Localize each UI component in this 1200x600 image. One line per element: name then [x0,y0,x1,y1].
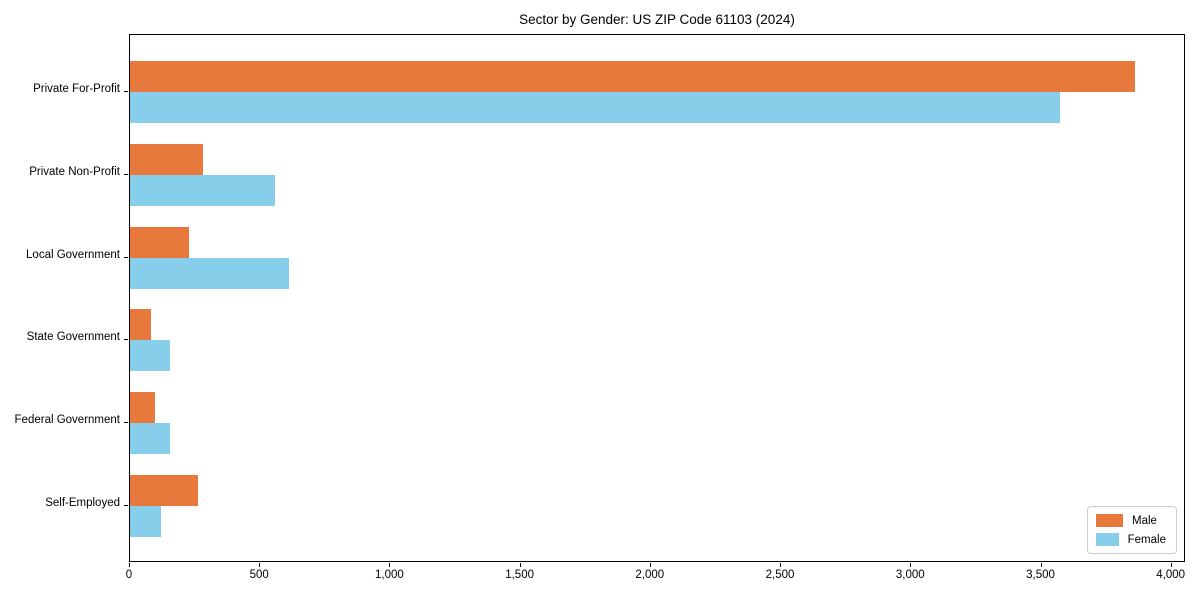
legend-label: Male [1132,514,1157,527]
y-tick-label: Local Government [26,249,120,261]
x-tick-label: 2,000 [635,569,665,581]
y-tick-mark [124,339,128,340]
legend: Male Female [1087,506,1177,554]
y-tick-mark [124,174,128,175]
x-tick-label: 4,000 [1156,569,1186,581]
chart-title: Sector by Gender: US ZIP Code 61103 (202… [519,12,795,27]
x-tick-label: 3,000 [895,569,925,581]
bar-female-state-government [130,340,171,371]
bar-male-state-government [130,309,151,340]
y-tick-label: Self-Employed [45,497,120,509]
legend-item-male: Male [1096,514,1166,527]
x-tick-mark [519,563,521,567]
bar-female-federal-government [130,423,171,454]
legend-label: Female [1127,533,1166,546]
y-tick-label: Private Non-Profit [29,166,120,178]
x-tick-mark [780,563,781,567]
x-tick-mark [910,563,912,567]
x-tick-label: 1,500 [505,569,534,581]
bar-female-local-government [130,258,289,289]
legend-swatch-male [1096,514,1123,527]
bar-male-federal-government [130,392,155,423]
y-tick-label: Federal Government [14,414,120,426]
y-tick-mark [124,422,128,423]
x-tick-mark [389,563,391,567]
x-tick-mark [649,563,651,567]
y-tick-label: State Government [26,331,120,343]
bar-male-local-government [130,227,189,258]
y-tick-mark [124,257,128,258]
legend-item-female: Female [1096,533,1166,546]
y-tick-label: Private For-Profit [33,83,120,95]
bar-female-private-for-profit [130,92,1060,123]
bar-male-self-employed [130,475,198,506]
x-tick-mark [129,563,130,567]
x-tick-mark [1040,563,1042,567]
bar-female-private-non-profit [130,175,275,206]
y-tick-mark [124,91,128,92]
x-tick-label: 2,500 [765,569,795,581]
y-tick-mark [124,505,128,506]
x-tick-label: 500 [249,569,269,581]
x-tick-mark [259,563,261,567]
plot-area [129,34,1185,562]
x-tick-mark [1170,563,1172,567]
x-tick-label: 3,500 [1026,569,1055,581]
x-tick-label: 1,000 [375,569,404,581]
bar-male-private-for-profit [130,61,1136,92]
legend-swatch-female [1096,533,1119,546]
bar-female-self-employed [130,506,162,537]
x-tick-label: 0 [125,569,133,581]
bar-male-private-non-profit [130,144,203,175]
